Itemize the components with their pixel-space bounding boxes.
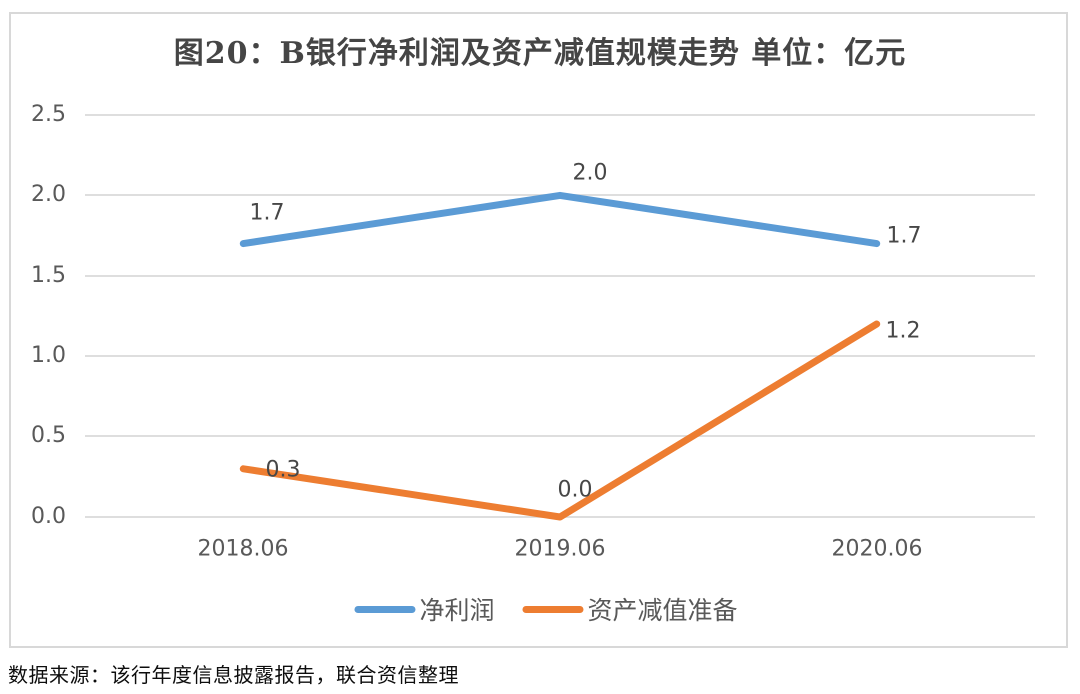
data-label-net-profit-2018: 1.7	[249, 200, 285, 226]
y-tick-2-5: 2.5	[31, 102, 66, 127]
y-tick-1-5: 1.5	[31, 263, 66, 288]
gridlines	[85, 114, 1035, 518]
net-profit-line	[239, 191, 881, 248]
data-label-net-profit-2020: 1.7	[886, 223, 922, 249]
y-tick-1-0: 1.0	[31, 343, 66, 368]
data-label-impairment-2019: 0.0	[557, 477, 593, 503]
net-profit-line-swatch	[354, 605, 416, 613]
data-label-impairment-2020: 1.2	[885, 318, 921, 344]
source-note: 数据来源：该行年度信息披露报告，联合资信整理	[8, 663, 459, 687]
legend: 净利润 资产减值准备	[354, 591, 738, 627]
y-tick-0-5: 0.5	[31, 423, 66, 448]
chart-title: 图20：B银行净利润及资产减值规模走势 单位：亿元	[173, 36, 907, 71]
legend-item-impairment: 资产减值准备	[522, 591, 738, 627]
legend-item-net-profit: 净利润	[354, 591, 495, 627]
y-tick-0-0: 0.0	[31, 504, 66, 529]
y-tick-2-0: 2.0	[31, 182, 66, 207]
x-tick-2020-06: 2020.06	[831, 536, 923, 562]
data-label-net-profit-2019: 2.0	[572, 160, 608, 186]
impairment-line-swatch	[522, 605, 584, 613]
x-tick-2018-06: 2018.06	[197, 536, 289, 562]
legend-label-net-profit: 净利润	[419, 596, 495, 625]
chart-border-box	[9, 12, 1068, 648]
x-tick-2019-06: 2019.06	[514, 536, 606, 562]
data-label-impairment-2018: 0.3	[265, 457, 301, 483]
impairment-line	[239, 320, 881, 521]
legend-label-impairment: 资产减值准备	[587, 596, 738, 625]
